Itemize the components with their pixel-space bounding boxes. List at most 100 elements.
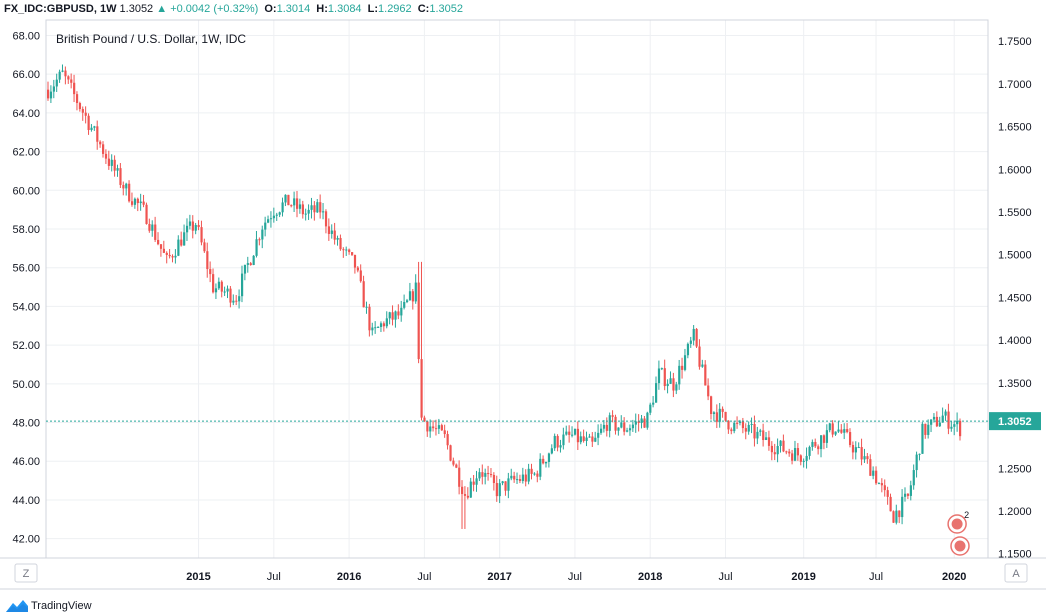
candle-up[interactable] — [243, 264, 247, 274]
candle-down[interactable] — [643, 418, 646, 428]
candle-up[interactable] — [310, 205, 313, 210]
candle-up[interactable] — [255, 239, 258, 256]
candle-down[interactable] — [487, 472, 490, 475]
candle-down[interactable] — [351, 252, 354, 255]
candle-down[interactable] — [695, 328, 698, 347]
candle-down[interactable] — [426, 421, 429, 432]
candle-up[interactable] — [802, 460, 805, 462]
tradingview-brand[interactable]: TradingView — [6, 598, 92, 614]
candle-down[interactable] — [159, 244, 163, 249]
candle-down[interactable] — [70, 79, 73, 83]
candle-down[interactable] — [359, 270, 362, 282]
candle-up[interactable] — [475, 478, 478, 485]
candle-up[interactable] — [854, 447, 857, 453]
auto-scale-button[interactable] — [1004, 563, 1028, 583]
candle-down[interactable] — [591, 436, 594, 442]
candle-down[interactable] — [449, 445, 452, 461]
candle-down[interactable] — [64, 70, 67, 77]
candle-down[interactable] — [785, 451, 788, 453]
candle-up[interactable] — [188, 221, 192, 226]
candle-down[interactable] — [417, 282, 420, 360]
candle-down[interactable] — [200, 227, 203, 243]
candle-up[interactable] — [675, 384, 678, 391]
candle-up[interactable] — [669, 378, 672, 384]
candle-down[interactable] — [81, 109, 84, 113]
candle-down[interactable] — [220, 281, 223, 292]
candle-up[interactable] — [805, 455, 808, 461]
candle-down[interactable] — [715, 412, 718, 422]
candle-down[interactable] — [724, 411, 727, 421]
candle-up[interactable] — [478, 472, 481, 479]
candle-up[interactable] — [246, 263, 249, 265]
candle-down[interactable] — [229, 288, 232, 303]
candle-up[interactable] — [628, 428, 632, 431]
candle-down[interactable] — [744, 428, 747, 432]
candle-up[interactable] — [649, 404, 652, 413]
candle-up[interactable] — [177, 239, 180, 256]
candle-down[interactable] — [130, 201, 134, 205]
candle-up[interactable] — [738, 421, 742, 423]
candle-up[interactable] — [316, 202, 319, 213]
candle-up[interactable] — [408, 291, 412, 301]
candle-up[interactable] — [240, 273, 244, 297]
candle-down[interactable] — [258, 239, 261, 241]
candle-up[interactable] — [626, 430, 629, 432]
candle-up[interactable] — [808, 446, 811, 456]
candle-down[interactable] — [443, 430, 446, 435]
candle-up[interactable] — [950, 426, 953, 429]
candle-up[interactable] — [298, 204, 302, 209]
candle-up[interactable] — [52, 86, 55, 92]
candle-up[interactable] — [562, 434, 565, 446]
candle-up[interactable] — [414, 282, 417, 302]
candle-down[interactable] — [342, 249, 345, 251]
candle-down[interactable] — [327, 226, 331, 234]
candle-down[interactable] — [339, 237, 342, 250]
candle-up[interactable] — [322, 211, 325, 213]
candle-up[interactable] — [634, 421, 637, 425]
candle-down[interactable] — [99, 141, 102, 145]
candle-up[interactable] — [516, 479, 519, 481]
candle-down[interactable] — [87, 115, 90, 131]
candle-up[interactable] — [539, 458, 542, 477]
candle-up[interactable] — [759, 430, 762, 432]
candle-down[interactable] — [128, 183, 131, 202]
candle-up[interactable] — [527, 468, 530, 482]
candle-up[interactable] — [938, 422, 941, 427]
candle-down[interactable] — [753, 423, 756, 439]
candle-down[interactable] — [875, 470, 878, 484]
candle-down[interactable] — [47, 89, 50, 99]
candle-up[interactable] — [278, 212, 281, 215]
candle-down[interactable] — [924, 423, 927, 435]
candle-up[interactable] — [941, 415, 944, 423]
candle-down[interactable] — [935, 416, 939, 427]
candle-down[interactable] — [191, 221, 194, 231]
candle-down[interactable] — [458, 467, 461, 487]
symbol-name[interactable]: FX_IDC:GBPUSD, 1W — [4, 3, 117, 15]
zoom-button[interactable] — [14, 563, 38, 583]
candle-down[interactable] — [382, 323, 386, 327]
candle-up[interactable] — [953, 424, 956, 427]
candle-up[interactable] — [857, 447, 860, 449]
candle-down[interactable] — [104, 153, 108, 159]
candle-up[interactable] — [579, 436, 582, 443]
candle-down[interactable] — [959, 420, 962, 437]
candle-down[interactable] — [107, 158, 110, 166]
candle-down[interactable] — [814, 441, 817, 447]
candle-down[interactable] — [324, 211, 328, 227]
candle-down[interactable] — [122, 184, 125, 189]
candle-up[interactable] — [93, 126, 96, 128]
candle-down[interactable] — [495, 483, 498, 497]
candle-up[interactable] — [912, 470, 915, 486]
candle-down[interactable] — [235, 300, 238, 302]
candle-down[interactable] — [301, 204, 304, 215]
candle-up[interactable] — [588, 436, 591, 438]
candle-down[interactable] — [102, 144, 105, 154]
candle-down[interactable] — [869, 459, 872, 476]
candle-up[interactable] — [828, 423, 831, 431]
candle-up[interactable] — [686, 343, 690, 356]
candle-down[interactable] — [883, 485, 886, 491]
candle-up[interactable] — [909, 485, 912, 496]
candle-down[interactable] — [113, 159, 116, 171]
candle-up[interactable] — [437, 425, 441, 429]
candle-up[interactable] — [183, 232, 186, 246]
